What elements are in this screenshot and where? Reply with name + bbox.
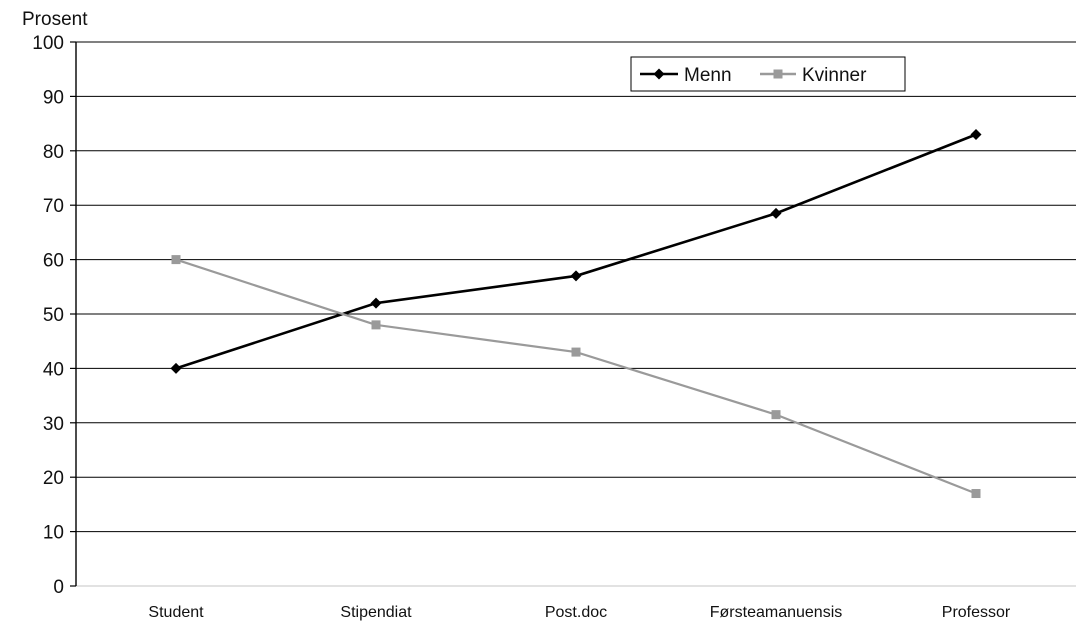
y-tick-label-10: 10 [43, 523, 64, 544]
legend-item-Menn: Menn [640, 65, 732, 86]
x-tick-label-1: Stipendiat [340, 604, 412, 621]
point-Kvinner-Post.doc [571, 347, 581, 357]
x-tick-labels: Student Stipendiat Post.doc Førsteamanuensi… [148, 604, 1010, 621]
legend-item-Kvinner: Kvinner [760, 65, 867, 86]
point-Menn-Post.doc [570, 270, 582, 282]
y-tick-labels: 0 10 20 30 40 50 60 70 80 90 100 [32, 33, 64, 598]
series-Kvinner [171, 255, 981, 499]
legend-label-Kvinner: Kvinner [802, 65, 867, 86]
point-Menn-Stipendiat [370, 297, 382, 309]
series-Menn [170, 128, 982, 374]
x-tick-label-4: Professor [942, 604, 1011, 621]
gridlines [70, 41, 1076, 587]
y-tick-label-90: 90 [43, 87, 64, 108]
legend: Menn Kvinner [630, 56, 906, 92]
y-tick-label-30: 30 [43, 414, 64, 435]
y-tick-label-0: 0 [53, 577, 64, 598]
legend-label-Menn: Menn [684, 65, 732, 86]
y-tick-label-40: 40 [43, 359, 64, 380]
point-Kvinner-Professor [971, 489, 981, 499]
point-Menn-Professor [970, 128, 982, 140]
y-tick-label-80: 80 [43, 142, 64, 163]
series-line-Kvinner [175, 258, 977, 495]
y-tick-label-60: 60 [43, 251, 64, 272]
legend-marker-Menn [653, 68, 665, 80]
point-Kvinner-Førsteamanuensis [771, 410, 781, 420]
point-Kvinner-Student [171, 255, 181, 265]
legend-marker-Kvinner [773, 69, 783, 79]
series-line-Menn [175, 133, 977, 370]
y-tick-label-50: 50 [43, 305, 64, 326]
point-Menn-Førsteamanuensis [770, 207, 782, 219]
point-Kvinner-Stipendiat [371, 320, 381, 330]
x-tick-label-0: Student [148, 604, 204, 621]
x-tick-label-3: Førsteamanuensis [710, 604, 843, 621]
x-tick-label-2: Post.doc [545, 604, 607, 621]
y-tick-label-20: 20 [43, 468, 64, 489]
y-axis-title: Prosent [22, 9, 88, 30]
y-tick-label-100: 100 [32, 33, 64, 54]
point-Menn-Student [170, 362, 182, 374]
y-tick-label-70: 70 [43, 196, 64, 217]
series [170, 128, 982, 499]
